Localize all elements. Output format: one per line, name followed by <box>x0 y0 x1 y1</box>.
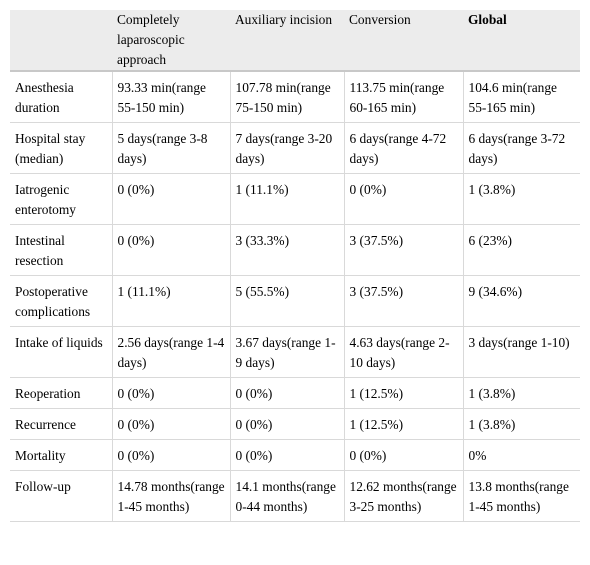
row-label: Anesthesia duration <box>10 71 112 123</box>
row-label: Hospital stay (median) <box>10 122 112 174</box>
row-label: Follow-up <box>10 470 112 522</box>
results-table: Completely laparoscopic approach Auxilia… <box>10 10 580 522</box>
row-label: Reoperation <box>10 377 112 409</box>
header-conversion: Conversion <box>344 10 463 72</box>
table-cell: 9 (34.6%) <box>462 275 580 327</box>
table-cell: 6 days(range 4-72 days) <box>343 122 463 174</box>
table-cell: 3.67 days(range 1-9 days) <box>229 326 344 378</box>
results-table-container: Completely laparoscopic approach Auxilia… <box>10 10 580 522</box>
header-laparoscopic: Completely laparoscopic approach <box>112 10 230 72</box>
table-cell: 0 (0%) <box>229 439 344 471</box>
table-cell: 3 (37.5%) <box>343 275 463 327</box>
table-cell: 0 (0%) <box>343 173 463 225</box>
table-row: Reoperation 0 (0%) 0 (0%) 1 (12.5%) 1 (3… <box>10 377 580 409</box>
table-cell: 107.78 min(range 75-150 min) <box>229 71 344 123</box>
table-cell: 93.33 min(range 55-150 min) <box>111 71 230 123</box>
table-cell: 113.75 min(range 60-165 min) <box>343 71 463 123</box>
table-cell: 5 days(range 3-8 days) <box>111 122 230 174</box>
table-cell: 1 (11.1%) <box>111 275 230 327</box>
table-cell: 14.78 months(range 1-45 months) <box>111 470 230 522</box>
row-label: Postoperative complications <box>10 275 112 327</box>
row-label: Iatrogenic enterotomy <box>10 173 112 225</box>
table-row: Follow-up 14.78 months(range 1-45 months… <box>10 470 580 522</box>
table-cell: 0 (0%) <box>343 439 463 471</box>
table-cell: 0 (0%) <box>111 439 230 471</box>
table-cell: 3 days(range 1-10) <box>462 326 580 378</box>
table-cell: 0 (0%) <box>229 408 344 440</box>
header-auxiliary-incision: Auxiliary incision <box>230 10 344 72</box>
table-row: Anesthesia duration 93.33 min(range 55-1… <box>10 71 580 123</box>
table-cell: 0% <box>462 439 580 471</box>
row-label: Intake of liquids <box>10 326 112 378</box>
table-row: Postoperative complications 1 (11.1%) 5 … <box>10 275 580 327</box>
table-row: Intake of liquids 2.56 days(range 1-4 da… <box>10 326 580 378</box>
row-label: Mortality <box>10 439 112 471</box>
header-global: Global <box>463 10 580 72</box>
header-empty-cell <box>10 10 112 72</box>
table-cell: 6 (23%) <box>462 224 580 276</box>
table-cell: 14.1 months(range 0-44 months) <box>229 470 344 522</box>
table-cell: 0 (0%) <box>111 173 230 225</box>
table-cell: 0 (0%) <box>111 224 230 276</box>
table-cell: 0 (0%) <box>111 408 230 440</box>
table-cell: 6 days(range 3-72 days) <box>462 122 580 174</box>
table-cell: 12.62 months(range 3-25 months) <box>343 470 463 522</box>
table-cell: 4.63 days(range 2-10 days) <box>343 326 463 378</box>
table-cell: 13.8 months(range 1-45 months) <box>462 470 580 522</box>
table-cell: 3 (33.3%) <box>229 224 344 276</box>
table-cell: 0 (0%) <box>229 377 344 409</box>
table-row: Recurrence 0 (0%) 0 (0%) 1 (12.5%) 1 (3.… <box>10 408 580 440</box>
table-cell: 1 (3.8%) <box>462 173 580 225</box>
row-label: Recurrence <box>10 408 112 440</box>
table-row: Intestinal resection 0 (0%) 3 (33.3%) 3 … <box>10 224 580 276</box>
table-cell: 104.6 min(range 55-165 min) <box>462 71 580 123</box>
table-cell: 1 (11.1%) <box>229 173 344 225</box>
table-cell: 5 (55.5%) <box>229 275 344 327</box>
table-cell: 0 (0%) <box>111 377 230 409</box>
table-row: Mortality 0 (0%) 0 (0%) 0 (0%) 0% <box>10 439 580 471</box>
table-cell: 2.56 days(range 1-4 days) <box>111 326 230 378</box>
table-cell: 1 (12.5%) <box>343 408 463 440</box>
table-cell: 1 (12.5%) <box>343 377 463 409</box>
row-label: Intestinal resection <box>10 224 112 276</box>
table-cell: 1 (3.8%) <box>462 408 580 440</box>
table-header-row: Completely laparoscopic approach Auxilia… <box>10 10 580 72</box>
table-cell: 3 (37.5%) <box>343 224 463 276</box>
table-row: Hospital stay (median) 5 days(range 3-8 … <box>10 122 580 174</box>
table-cell: 1 (3.8%) <box>462 377 580 409</box>
table-cell: 7 days(range 3-20 days) <box>229 122 344 174</box>
table-row: Iatrogenic enterotomy 0 (0%) 1 (11.1%) 0… <box>10 173 580 225</box>
